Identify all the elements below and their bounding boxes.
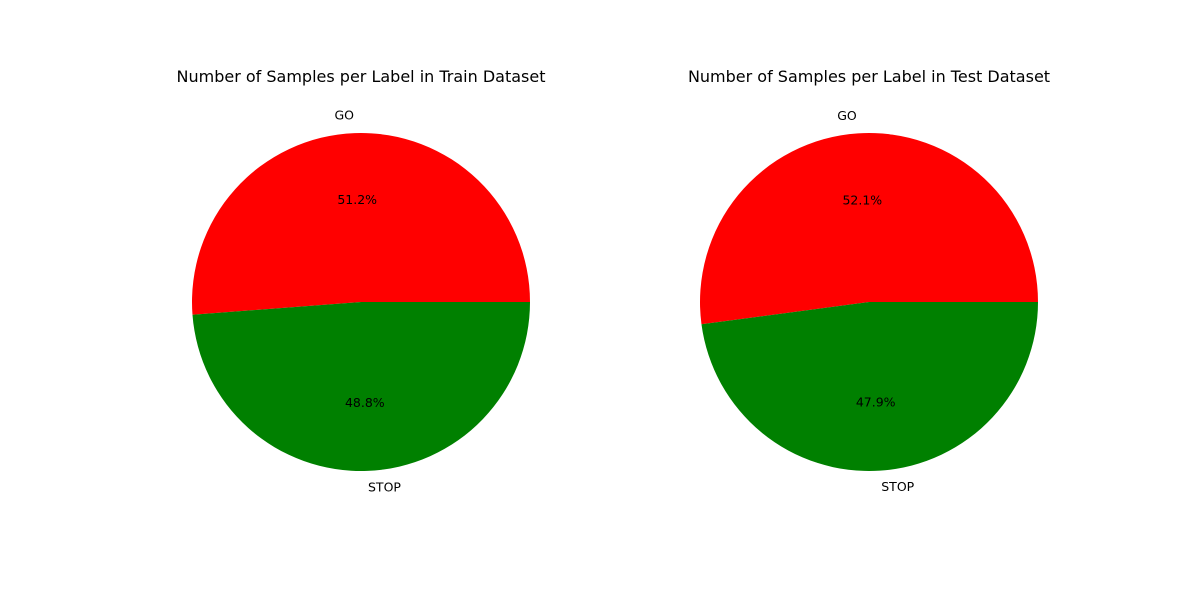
chart-title: Number of Samples per Label in Test Data… [688, 67, 1050, 86]
train-pie-chart: Number of Samples per Label in Train Dat… [177, 67, 546, 494]
slice-percentage-stop: 47.9% [856, 395, 896, 410]
pie-slice-stop [701, 302, 1038, 472]
slice-label-stop: STOP [881, 479, 914, 494]
pie-slice-go [192, 133, 530, 315]
slice-label-stop: STOP [368, 479, 401, 494]
slice-percentage-go: 52.1% [842, 192, 882, 207]
slice-label-go: GO [334, 108, 354, 123]
slice-label-go: GO [837, 108, 857, 123]
slice-percentage-stop: 48.8% [345, 395, 385, 410]
test-pie-chart: Number of Samples per Label in Test Data… [688, 67, 1050, 494]
pie-slice-stop [192, 302, 530, 472]
slice-percentage-go: 51.2% [337, 192, 377, 207]
chart-title: Number of Samples per Label in Train Dat… [177, 67, 546, 86]
pie-slice-go [699, 133, 1038, 325]
